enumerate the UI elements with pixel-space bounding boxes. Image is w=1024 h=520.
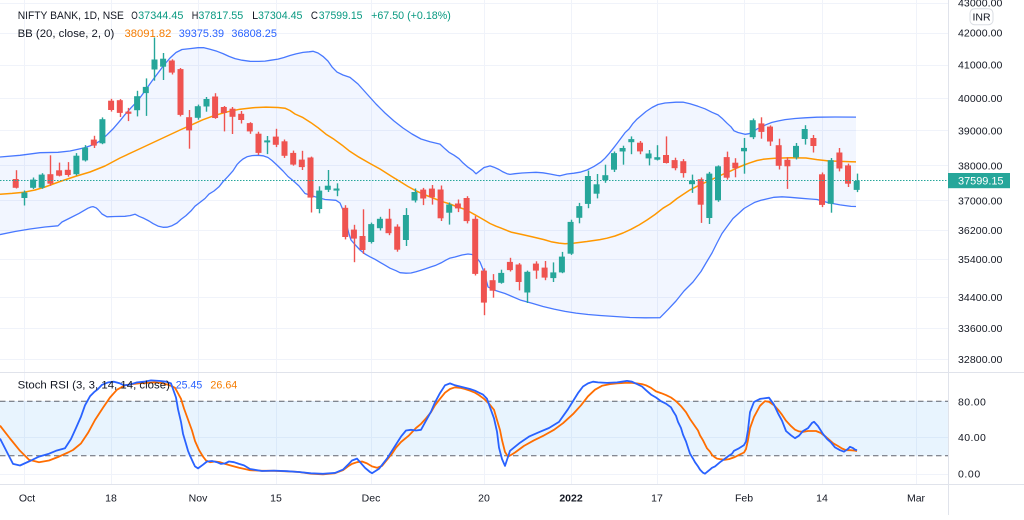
- svg-text:0.00: 0.00: [958, 469, 980, 481]
- svg-text:37304.45: 37304.45: [258, 10, 303, 22]
- svg-text:39375.39: 39375.39: [179, 28, 224, 40]
- svg-text:2022: 2022: [559, 492, 583, 504]
- svg-text:80.00: 80.00: [958, 396, 986, 408]
- svg-text:37599.15: 37599.15: [958, 176, 1004, 188]
- svg-text:37599.15: 37599.15: [319, 10, 363, 22]
- svg-text:37344.45: 37344.45: [138, 10, 183, 22]
- svg-text:NIFTY BANK, 1D, NSE: NIFTY BANK, 1D, NSE: [18, 10, 124, 22]
- svg-text:Nov: Nov: [189, 492, 208, 504]
- svg-text:INR: INR: [972, 12, 991, 24]
- svg-text:18: 18: [105, 492, 117, 504]
- svg-text:40.00: 40.00: [958, 432, 986, 444]
- svg-text:BB (20, close, 2, 0): BB (20, close, 2, 0): [18, 28, 115, 40]
- svg-text:H: H: [192, 10, 199, 22]
- svg-text:36200.00: 36200.00: [958, 225, 1003, 237]
- svg-text:41000.00: 41000.00: [958, 60, 1003, 72]
- svg-text:Feb: Feb: [735, 492, 753, 504]
- svg-text:Stoch RSI (3, 3, 14, 14, close: Stoch RSI (3, 3, 14, 14, close): [18, 380, 170, 392]
- svg-text:37000.00: 37000.00: [958, 196, 1003, 208]
- svg-text:C: C: [311, 10, 318, 22]
- svg-text:38091.82: 38091.82: [125, 28, 172, 40]
- svg-text:38000.00: 38000.00: [958, 160, 1003, 172]
- svg-text:40000.00: 40000.00: [958, 93, 1003, 105]
- svg-text:42000.00: 42000.00: [958, 28, 1003, 40]
- svg-text:Dec: Dec: [362, 492, 381, 504]
- svg-text:32800.00: 32800.00: [958, 354, 1003, 366]
- svg-text:25.45: 25.45: [176, 380, 202, 392]
- svg-text:34400.00: 34400.00: [958, 292, 1003, 304]
- svg-text:L: L: [252, 10, 258, 22]
- svg-text:33600.00: 33600.00: [958, 323, 1003, 335]
- svg-text:39000.00: 39000.00: [958, 126, 1003, 138]
- svg-text:26.64: 26.64: [210, 380, 237, 392]
- svg-text:Oct: Oct: [19, 492, 35, 504]
- svg-text:17: 17: [651, 492, 663, 504]
- svg-text:15: 15: [270, 492, 282, 504]
- svg-text:Mar: Mar: [907, 492, 926, 504]
- svg-text:O: O: [131, 10, 138, 22]
- svg-text:43000.00: 43000.00: [958, 0, 1003, 10]
- svg-text:35400.00: 35400.00: [958, 254, 1003, 266]
- svg-text:36808.25: 36808.25: [231, 28, 277, 40]
- svg-text:37817.55: 37817.55: [198, 10, 243, 22]
- svg-text:20: 20: [478, 492, 490, 504]
- svg-text:+67.50 (+0.18%): +67.50 (+0.18%): [371, 10, 451, 22]
- svg-text:14: 14: [816, 492, 828, 504]
